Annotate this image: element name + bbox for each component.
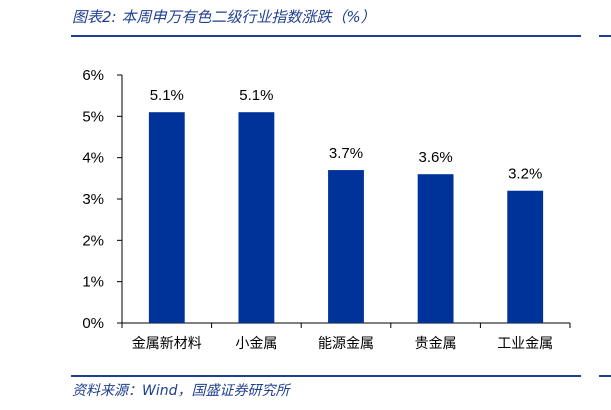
bottom-divider	[71, 375, 581, 377]
data-label: 5.1%	[150, 87, 184, 104]
bar	[417, 174, 454, 323]
y-tick-label: 6%	[82, 67, 104, 84]
x-tick-label: 工业金属	[497, 336, 553, 352]
bars	[148, 112, 544, 323]
top-divider	[71, 35, 581, 37]
y-tick-label: 2%	[82, 232, 104, 249]
y-tick-label: 1%	[82, 274, 104, 291]
x-tick-label: 贵金属	[415, 336, 457, 352]
bar	[238, 112, 275, 323]
y-axis: 0% 1% 2% 3% 4% 5% 6%	[82, 67, 123, 332]
bar	[148, 112, 185, 323]
x-tick-label: 金属新材料	[132, 336, 202, 352]
x-tick-label: 小金属	[235, 336, 277, 352]
data-label: 3.6%	[418, 149, 452, 166]
bar	[328, 170, 364, 323]
y-tick-label: 5%	[82, 108, 104, 125]
top-divider-right	[599, 35, 611, 37]
x-axis: 金属新材料 小金属 能源金属 贵金属 工业金属	[121, 322, 571, 352]
bottom-divider-right	[599, 375, 611, 377]
y-tick-label: 0%	[82, 315, 104, 332]
data-label: 5.1%	[239, 87, 273, 104]
data-labels: 5.1% 5.1% 3.7% 3.6% 3.2%	[150, 87, 543, 183]
y-tick-label: 4%	[82, 150, 104, 167]
y-tick-label: 3%	[82, 191, 104, 208]
source-note: 资料来源：Wind，国盛证券研究所	[72, 383, 290, 399]
x-tick-label: 能源金属	[318, 336, 374, 352]
chart-title: 图表2: 本周申万有色二级行业指数涨跌（%）	[72, 8, 376, 26]
bar	[507, 190, 544, 323]
data-label: 3.2%	[508, 166, 542, 183]
data-label: 3.7%	[329, 145, 363, 162]
